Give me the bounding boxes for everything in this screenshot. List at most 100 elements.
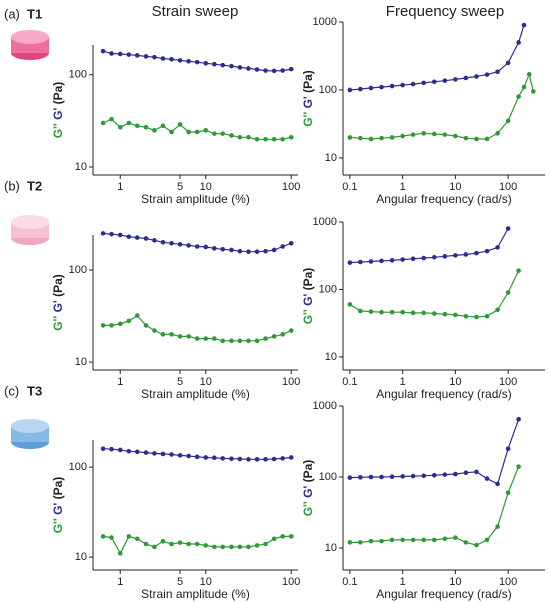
data-point bbox=[288, 135, 294, 140]
data-point bbox=[410, 537, 416, 543]
data-point bbox=[421, 255, 427, 261]
data-point bbox=[358, 540, 363, 545]
y-tick-label: 10 bbox=[75, 551, 87, 563]
data-point bbox=[347, 540, 353, 545]
data-point bbox=[169, 56, 174, 62]
data-point bbox=[368, 85, 374, 91]
data-point bbox=[169, 541, 174, 547]
data-point bbox=[134, 235, 140, 240]
data-point bbox=[347, 302, 353, 307]
data-point bbox=[203, 455, 209, 460]
data-point bbox=[442, 254, 448, 259]
data-point bbox=[169, 452, 174, 457]
data-point bbox=[194, 244, 200, 249]
y-tick-label: 10 bbox=[75, 161, 87, 173]
y-axis-label: G'' G' (Pa) bbox=[51, 274, 65, 331]
data-point bbox=[421, 131, 427, 136]
data-point bbox=[212, 455, 217, 461]
data-point bbox=[220, 456, 226, 461]
series-line bbox=[103, 232, 292, 253]
data-point bbox=[288, 328, 294, 333]
x-tick-label: 1 bbox=[117, 576, 123, 588]
x-tick-label: 1 bbox=[117, 181, 123, 193]
data-point bbox=[194, 59, 200, 65]
sample-icon bbox=[11, 419, 49, 449]
y-label-unit: (Pa) bbox=[301, 268, 315, 291]
panel-label: (c) bbox=[4, 383, 19, 398]
y-tick-label: 100 bbox=[69, 264, 87, 276]
data-point bbox=[246, 338, 251, 344]
y-label-series: G' bbox=[51, 108, 65, 120]
data-point bbox=[442, 536, 448, 542]
data-point bbox=[160, 239, 166, 245]
sample-label: T3 bbox=[27, 383, 42, 398]
data-point bbox=[389, 309, 395, 315]
x-axis-label: Strain amplitude (%) bbox=[141, 587, 250, 601]
data-point bbox=[263, 336, 268, 341]
data-point bbox=[453, 77, 458, 82]
x-axis-label: Angular frequency (rad/s) bbox=[376, 587, 511, 601]
data-point bbox=[358, 259, 363, 265]
data-point bbox=[212, 336, 217, 341]
data-point bbox=[220, 544, 226, 550]
data-point bbox=[203, 61, 209, 66]
panel-label: (b) bbox=[4, 178, 20, 193]
data-point bbox=[143, 450, 149, 455]
data-point bbox=[379, 135, 384, 141]
data-point bbox=[389, 474, 395, 479]
data-point bbox=[169, 129, 174, 135]
data-point bbox=[109, 535, 114, 540]
data-point bbox=[368, 136, 374, 142]
data-point bbox=[368, 474, 374, 480]
data-point bbox=[212, 131, 217, 136]
data-point bbox=[143, 54, 149, 59]
y-tick-label: 10 bbox=[325, 152, 337, 164]
data-point bbox=[246, 544, 251, 550]
data-point bbox=[505, 226, 511, 231]
data-point bbox=[521, 84, 527, 90]
y-label-series: G' bbox=[301, 486, 315, 498]
data-point bbox=[505, 60, 511, 66]
data-point bbox=[495, 307, 500, 313]
data-point bbox=[516, 464, 521, 469]
data-point bbox=[152, 54, 157, 60]
data-point bbox=[484, 537, 490, 543]
data-point bbox=[271, 456, 277, 462]
y-label-series: G'' bbox=[301, 501, 315, 516]
data-point bbox=[521, 22, 527, 28]
data-point bbox=[379, 474, 384, 480]
data-point bbox=[246, 135, 251, 140]
data-point bbox=[442, 472, 448, 477]
y-label-series: G'' bbox=[51, 518, 65, 533]
data-point bbox=[143, 541, 149, 547]
data-point bbox=[126, 120, 132, 126]
data-point bbox=[263, 457, 268, 462]
x-tick-label: 0.1 bbox=[342, 181, 357, 193]
data-point bbox=[263, 136, 268, 142]
data-point bbox=[100, 534, 106, 539]
data-point bbox=[109, 231, 114, 237]
data-point bbox=[421, 537, 427, 543]
data-point bbox=[109, 116, 114, 122]
data-point bbox=[474, 74, 479, 79]
x-tick-label: 10 bbox=[449, 376, 461, 388]
data-point bbox=[484, 136, 490, 142]
data-point bbox=[203, 543, 209, 548]
data-point bbox=[100, 231, 106, 236]
data-point bbox=[143, 323, 149, 328]
data-point bbox=[229, 133, 234, 138]
data-point bbox=[516, 40, 521, 45]
y-label-series: G' bbox=[301, 294, 315, 306]
x-tick-label: 1 bbox=[400, 576, 406, 588]
data-point bbox=[288, 66, 294, 72]
data-point bbox=[229, 338, 234, 344]
x-tick-label: 10 bbox=[449, 181, 461, 193]
data-point bbox=[410, 81, 416, 87]
data-point bbox=[177, 122, 183, 127]
y-axis-label: G'' G' (Pa) bbox=[301, 70, 315, 127]
data-point bbox=[280, 244, 285, 249]
y-label-series: G' bbox=[51, 300, 65, 312]
data-point bbox=[237, 135, 243, 140]
data-point bbox=[389, 83, 395, 89]
data-point bbox=[474, 250, 479, 256]
